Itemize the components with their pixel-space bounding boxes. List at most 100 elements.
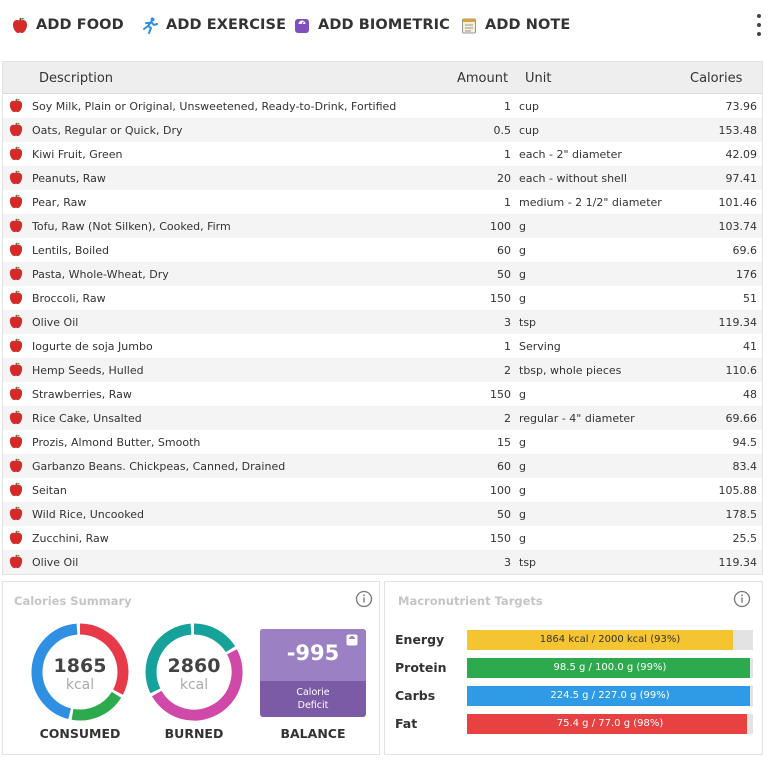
balance-sub-line1: Calorie <box>296 687 330 698</box>
apple-icon <box>9 194 23 209</box>
apple-icon <box>9 530 23 545</box>
macro-progress-bar: 224.5 g / 227.0 g (99%) <box>467 686 753 706</box>
food-unit: g <box>519 460 526 473</box>
food-description: Zucchini, Raw <box>32 532 109 545</box>
macro-progress-fill <box>467 658 751 678</box>
table-row[interactable]: Olive Oil 3 tsp 119.34 <box>3 310 762 334</box>
table-row[interactable]: Peanuts, Raw 20 each - without shell 97.41 <box>3 166 762 190</box>
apple-icon <box>9 266 23 281</box>
consumed-label: CONSUMED <box>39 726 121 741</box>
food-calories: 83.4 <box>732 460 758 473</box>
food-calories: 153.48 <box>718 124 758 137</box>
food-unit: Serving <box>519 340 561 353</box>
table-row[interactable]: Broccoli, Raw 150 g 51 <box>3 286 762 310</box>
food-calories: 110.6 <box>725 364 758 377</box>
food-unit: g <box>519 292 526 305</box>
table-row[interactable]: Zucchini, Raw 150 g 25.5 <box>3 526 762 550</box>
macro-progress-bar: 1864 kcal / 2000 kcal (93%) <box>467 630 753 650</box>
balance-box: -995 Calorie Deficit <box>260 629 366 717</box>
table-row[interactable]: Tofu, Raw (Not Silken), Cooked, Firm 100 g… <box>3 214 762 238</box>
macro-name: Fat <box>395 716 418 731</box>
macro-progress-text: 98.5 g / 100.0 g (99%) <box>553 662 667 673</box>
food-unit: tbsp, whole pieces <box>519 364 622 377</box>
header-description[interactable]: Description <box>39 71 114 86</box>
food-calories: 101.46 <box>718 196 758 209</box>
food-description: Seitan <box>32 484 67 497</box>
food-unit: cup <box>519 100 540 113</box>
info-icon[interactable] <box>355 590 373 608</box>
food-description: Prozis, Almond Butter, Smooth <box>32 436 201 449</box>
apple-icon <box>9 146 23 161</box>
food-description: Oats, Regular or Quick, Dry <box>32 124 183 137</box>
apple-icon <box>9 314 23 329</box>
food-amount: 3 <box>504 316 511 329</box>
food-calories: 42.09 <box>725 148 758 161</box>
macro-row-carbs: Carbs 224.5 g / 227.0 g (99%) <box>395 686 755 706</box>
burned-ring-chart <box>145 623 243 721</box>
add-exercise-button[interactable]: ADD EXERCISE <box>142 12 286 38</box>
food-description: Olive Oil <box>32 556 79 569</box>
add-food-button[interactable]: ADD FOOD <box>12 12 124 38</box>
food-unit: tsp <box>519 316 537 329</box>
macro-name: Carbs <box>395 688 436 703</box>
apple-icon <box>9 98 23 113</box>
add-biometric-label: ADD BIOMETRIC <box>318 17 450 33</box>
macro-progress-text: 75.4 g / 77.0 g (98%) <box>556 718 664 729</box>
macro-progress-fill <box>467 686 751 706</box>
food-calories: 73.96 <box>725 100 758 113</box>
table-row[interactable]: Lentils, Boiled 60 g 69.6 <box>3 238 762 262</box>
add-food-label: ADD FOOD <box>36 17 124 33</box>
food-calories: 97.41 <box>725 172 758 185</box>
table-row[interactable]: Kiwi Fruit, Green 1 each - 2" diameter 42.0… <box>3 142 762 166</box>
table-row[interactable]: Pasta, Whole-Wheat, Dry 50 g 176 <box>3 262 762 286</box>
macro-progress-text: 1864 kcal / 2000 kcal (93%) <box>539 634 681 645</box>
burned-label: BURNED <box>164 726 224 741</box>
food-unit: g <box>519 268 526 281</box>
food-calories: 105.88 <box>718 484 758 497</box>
apple-icon <box>9 458 23 473</box>
table-row[interactable]: Garbanzo Beans. Chickpeas, Canned, Drain… <box>3 454 762 478</box>
food-calories: 69.6 <box>732 244 758 257</box>
table-row[interactable]: Pear, Raw 1 medium - 2 1/2" diameter 101.46 <box>3 190 762 214</box>
food-amount: 1 <box>504 148 511 161</box>
food-calories: 25.5 <box>732 532 758 545</box>
header-amount[interactable]: Amount <box>457 71 509 86</box>
apple-icon <box>9 242 23 257</box>
food-unit: g <box>519 244 526 257</box>
food-unit: regular - 4" diameter <box>519 412 635 425</box>
table-row[interactable]: Olive Oil 3 tsp 119.34 <box>3 550 762 574</box>
table-row[interactable]: Seitan 100 g 105.88 <box>3 478 762 502</box>
table-row[interactable]: Strawberries, Raw 150 g 48 <box>3 382 762 406</box>
consumed-ring-segment <box>31 623 78 720</box>
add-biometric-button[interactable]: ADD BIOMETRIC <box>294 12 450 38</box>
apple-icon <box>9 218 23 233</box>
food-calories: 178.5 <box>725 508 758 521</box>
more-options-icon[interactable] <box>754 14 764 36</box>
table-row[interactable]: Soy Milk, Plain or Original, Unsweetened… <box>3 94 762 118</box>
apple-icon <box>9 338 23 353</box>
header-calories[interactable]: Calories <box>690 71 743 86</box>
apple-icon <box>9 170 23 185</box>
food-description: Hemp Seeds, Hulled <box>32 364 144 377</box>
food-amount: 1 <box>504 340 511 353</box>
food-unit: g <box>519 508 526 521</box>
table-row[interactable]: Prozis, Almond Butter, Smooth 15 g 94.5 <box>3 430 762 454</box>
food-calories: 69.66 <box>725 412 758 425</box>
food-calories: 48 <box>743 388 757 401</box>
food-amount: 60 <box>497 244 511 257</box>
header-unit[interactable]: Unit <box>525 71 552 86</box>
burned-ring-segment <box>145 623 192 694</box>
table-row[interactable]: Iogurte de soja Jumbo 1 Serving 41 <box>3 334 762 358</box>
scale-icon <box>346 634 358 646</box>
table-row[interactable]: Oats, Regular or Quick, Dry 0.5 cup 153.48 <box>3 118 762 142</box>
table-row[interactable]: Hemp Seeds, Hulled 2 tbsp, whole pieces 110… <box>3 358 762 382</box>
table-row[interactable]: Wild Rice, Uncooked 50 g 178.5 <box>3 502 762 526</box>
food-diary-table: Description Amount Unit Calories Soy Mil… <box>2 61 763 575</box>
food-calories: 51 <box>743 292 757 305</box>
add-note-button[interactable]: ADD NOTE <box>461 12 570 38</box>
food-unit: tsp <box>519 556 537 569</box>
macro-row-energy: Energy 1864 kcal / 2000 kcal (93%) <box>395 630 755 650</box>
food-amount: 50 <box>497 508 511 521</box>
table-row[interactable]: Rice Cake, Unsalted 2 regular - 4" diamete… <box>3 406 762 430</box>
info-icon[interactable] <box>733 590 751 608</box>
